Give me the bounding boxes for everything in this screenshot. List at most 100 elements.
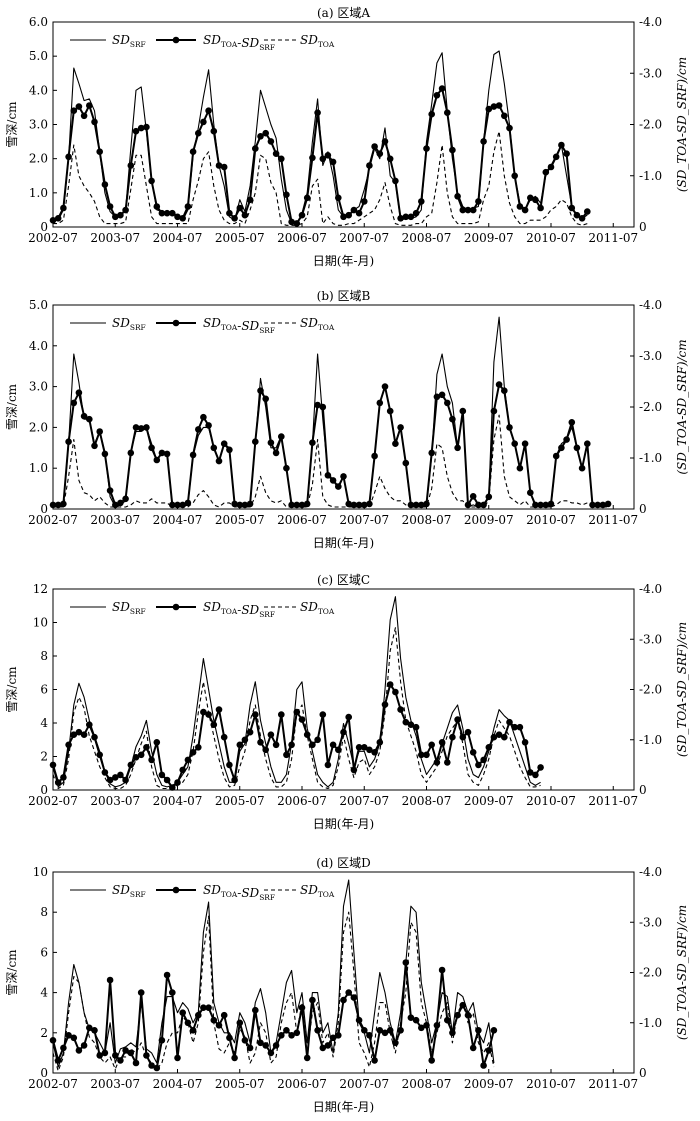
series-diff-point (205, 107, 212, 114)
legend-label-toa-part: SD (300, 33, 318, 47)
series-diff-point (604, 500, 612, 508)
series-diff-point (433, 759, 441, 766)
series-diff-point (475, 761, 482, 769)
series-diff-point (210, 127, 218, 135)
series-diff-point (101, 181, 109, 188)
series-diff-point (397, 215, 404, 222)
series-diff-point (70, 731, 78, 738)
series-diff-point (324, 761, 332, 769)
legend-label-diff-part: TOA (221, 323, 238, 332)
series-diff-point (163, 450, 171, 458)
series-diff-point (158, 209, 166, 217)
series-diff-point (195, 744, 202, 751)
left-tick-label: 2.0 (29, 420, 48, 434)
series-diff-point (584, 440, 591, 448)
series-diff-point (112, 1052, 119, 1059)
series-diff-point (148, 177, 155, 185)
right-tick-label: -3.0 (639, 915, 662, 929)
series-diff-point (438, 966, 446, 974)
series-diff-point (475, 198, 482, 205)
x-tick-label: 2008-07 (402, 794, 452, 808)
series-diff-point (80, 731, 88, 738)
series-diff-point (246, 500, 254, 508)
series-diff-point (148, 756, 155, 764)
series-diff-point (127, 449, 135, 457)
series-diff-point (350, 206, 358, 214)
series-diff-point (60, 1044, 67, 1052)
series-diff-point (215, 706, 223, 713)
series-diff-point (91, 733, 98, 741)
left-tick-label: 2 (40, 1026, 48, 1040)
series-diff-point (288, 741, 295, 749)
series-diff-point (345, 500, 353, 508)
right-tick-label: -2.0 (639, 683, 662, 697)
series-diff-point (236, 1019, 244, 1027)
x-tick-label: 2010-07 (526, 1077, 576, 1091)
series-diff-point (158, 771, 166, 779)
series-diff-point (444, 759, 451, 766)
series-diff-point (329, 477, 337, 484)
series-diff-point (184, 756, 192, 764)
series-diff-point (96, 751, 103, 759)
series-diff-point (283, 1027, 290, 1034)
x-tick-label: 2002-07 (28, 231, 78, 245)
x-tick-label: 2011-07 (588, 231, 638, 245)
series-diff-point (309, 439, 316, 447)
series-diff-point (376, 739, 384, 746)
series-diff-point (480, 1062, 487, 1069)
legend-swatch-diff-marker (172, 319, 180, 327)
series-diff-point (537, 204, 544, 212)
x-tick-label: 2004-07 (153, 1077, 203, 1091)
legend-swatch-diff-marker (172, 36, 180, 44)
series-diff-point (501, 733, 508, 741)
series-diff-point (54, 215, 62, 222)
series-diff-point (319, 403, 327, 411)
series-diff-point (527, 769, 534, 776)
legend-label-diff: SDTOA-SDSRF (203, 883, 275, 902)
right-tick-label: -1.0 (639, 733, 662, 747)
series-diff-point (262, 395, 270, 403)
y-axis-label-right: (SD_TOA-SD_SRF)/cm (675, 622, 689, 757)
left-tick-label: 3.0 (29, 380, 48, 394)
series-diff-point (257, 133, 264, 140)
series-diff-point (278, 711, 285, 718)
series-diff-point (527, 489, 534, 497)
series-diff-point (163, 776, 171, 784)
series-diff-point (355, 209, 363, 217)
series-diff-point (137, 989, 145, 996)
series-diff-point (335, 483, 342, 490)
series-diff-point (70, 399, 78, 407)
right-tick-label: -4.0 (639, 15, 662, 29)
series-diff-point (189, 451, 197, 459)
legend-label-diff-part: -SD (237, 886, 259, 900)
legend-label-diff-part: SD (203, 600, 221, 614)
series-diff-point (521, 440, 529, 448)
x-tick-label: 2007-07 (339, 513, 389, 527)
series-diff-point (60, 500, 67, 508)
series-diff-point (459, 407, 467, 415)
series-diff-point (303, 731, 311, 738)
series-diff-point (75, 389, 83, 397)
series-diff-point (252, 1006, 259, 1014)
series-diff-point (506, 424, 513, 431)
legend-label-toa: SDTOA (300, 600, 335, 616)
series-diff-point (335, 746, 342, 754)
series-diff-point (153, 739, 161, 746)
series-diff-point (563, 436, 570, 443)
series-diff-point (231, 215, 238, 222)
left-tick-label: 3.0 (29, 118, 48, 132)
series-diff-point (392, 440, 399, 448)
right-tick-label: -4.0 (639, 582, 662, 596)
series-diff-point (174, 213, 181, 221)
series-diff-point (506, 124, 513, 132)
series-diff-point (96, 148, 103, 155)
x-tick-label: 2010-07 (526, 794, 576, 808)
right-tick-label: 0 (639, 220, 647, 234)
series-diff-point (386, 681, 394, 688)
legend-label-srf-part: SRF (130, 323, 146, 332)
right-tick-label: -2.0 (639, 400, 662, 414)
x-tick-label: 2006-07 (277, 231, 327, 245)
series-diff-point (568, 419, 576, 426)
left-tick-label: 5.0 (29, 49, 48, 63)
